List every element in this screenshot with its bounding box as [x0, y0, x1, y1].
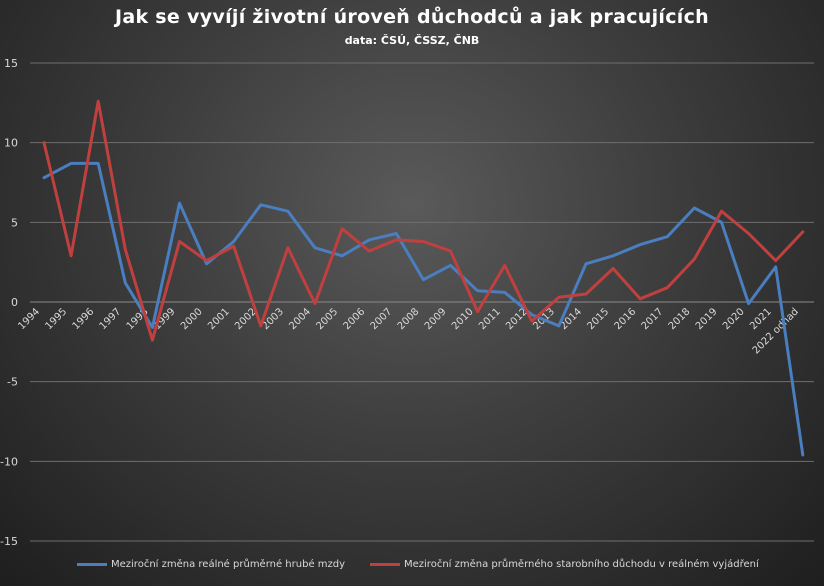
x-tick-label: 2017 [640, 306, 666, 332]
y-tick-label: 10 [4, 137, 18, 150]
chart-legend: Meziroční změna reálné průměrné hrubé mz… [0, 559, 824, 575]
x-tick-label: 1995 [43, 306, 69, 332]
x-tick-label: 2009 [423, 306, 449, 332]
y-tick-label: -5 [7, 376, 18, 389]
legend-item-wages: Meziroční změna reálné průměrné hrubé mz… [77, 559, 345, 570]
x-tick-label: 2020 [721, 306, 747, 332]
x-tick-label: 2019 [694, 306, 720, 332]
chart-title: Jak se vyvíjí životní úroveň důchodců a … [114, 6, 710, 28]
y-tick-label: 15 [4, 57, 18, 70]
x-tick-label: 2015 [585, 306, 611, 332]
legend-item-pensions: Meziroční změna průměrného starobního dů… [370, 559, 759, 570]
x-tick-label: 2004 [287, 306, 313, 332]
x-tick-label: 1994 [16, 306, 42, 332]
x-tick-label: 1996 [71, 306, 97, 332]
legend-label-pensions: Meziroční změna průměrného starobního dů… [404, 559, 759, 570]
x-tick-label: 2011 [477, 306, 503, 332]
chart-subtitle: data: ČSÚ, ČSSZ, ČNB [344, 34, 480, 47]
x-tick-label: 2006 [342, 306, 368, 332]
y-tick-label: -10 [0, 455, 18, 468]
x-tick-label: 2010 [450, 306, 476, 332]
legend-label-wages: Meziroční změna reálné průměrné hrubé mz… [111, 559, 346, 570]
y-tick-label: -15 [0, 535, 18, 548]
y-tick-label: 0 [11, 296, 18, 309]
x-tick-label: 2007 [369, 306, 395, 332]
x-tick-label: 2016 [613, 306, 639, 332]
legend-swatch-pensions [370, 563, 400, 566]
series-line-wages [42, 161, 805, 457]
x-tick-label: 2005 [314, 306, 340, 332]
series-line-pensions [42, 99, 805, 342]
x-tick-label: 2008 [396, 306, 422, 332]
x-tick-label: 2000 [179, 306, 205, 332]
y-tick-label: 5 [11, 216, 18, 229]
x-tick-label: 2018 [667, 306, 693, 332]
x-tick-label: 1997 [98, 306, 124, 332]
x-tick-label: 2001 [206, 306, 232, 332]
legend-swatch-wages [77, 563, 107, 566]
